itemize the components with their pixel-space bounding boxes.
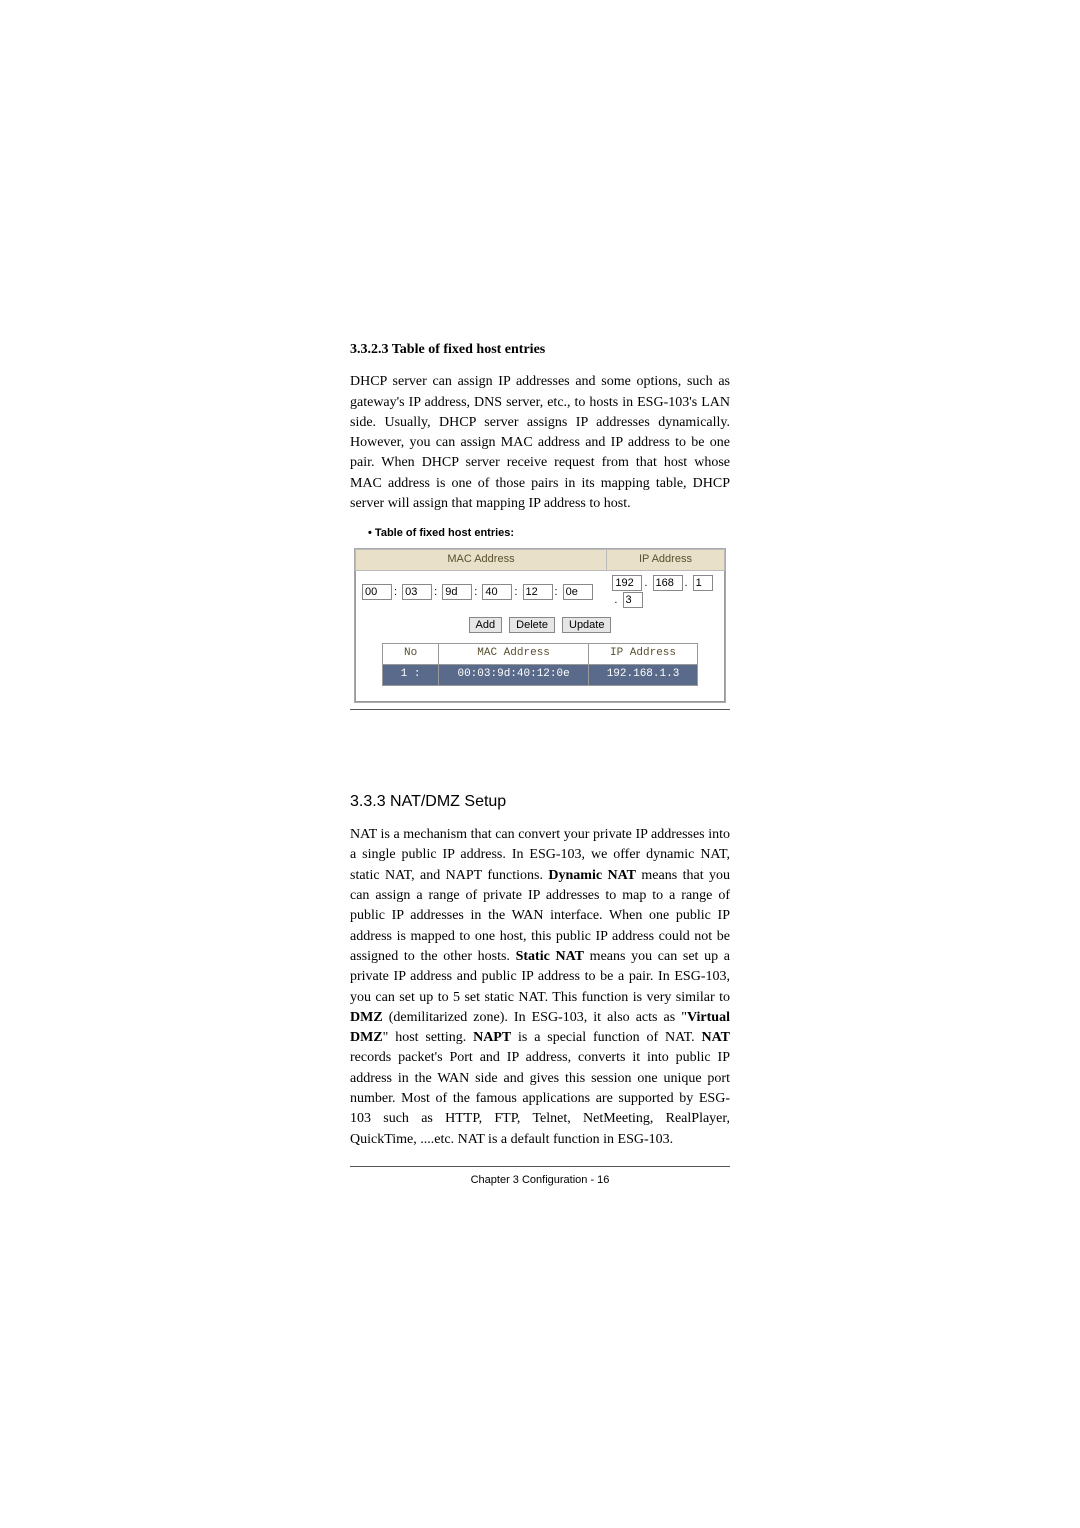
delete-button[interactable]: Delete — [509, 617, 555, 633]
colon: : — [394, 586, 397, 598]
bold-nat: NAT — [701, 1030, 730, 1045]
mac-ip-table: MAC Address IP Address : : : : : . . . — [355, 549, 725, 702]
section-para-2: NAT is a mechanism that can convert your… — [350, 825, 730, 1150]
mac-octet-2[interactable] — [402, 584, 432, 600]
bullet-fixed-host: Table of fixed host entries: — [368, 526, 730, 542]
button-row: Add Delete Update — [356, 613, 725, 638]
bold-dmz: DMZ — [350, 1010, 383, 1025]
section-heading-1: 3.3.2.3 Table of fixed host entries — [350, 340, 730, 360]
footer-divider — [350, 1166, 730, 1167]
section-para-1: DHCP server can assign IP addresses and … — [350, 372, 730, 514]
text: (demilitarized zone). In ESG-103, it als… — [383, 1010, 687, 1025]
page-footer: Chapter 3 Configuration - 16 — [350, 1173, 730, 1189]
ip-input-cell: . . . — [606, 571, 724, 613]
ip-octet-2[interactable] — [653, 575, 683, 591]
colon: : — [434, 586, 437, 598]
table-row: 1 : 00:03:9d:40:12:0e 192.168.1.3 — [382, 665, 698, 686]
mac-octet-1[interactable] — [362, 584, 392, 600]
row-mac: 00:03:9d:40:12:0e — [439, 665, 588, 686]
row-no: 1 : — [382, 665, 439, 686]
colon: : — [474, 586, 477, 598]
mac-input-cell: : : : : : — [356, 571, 607, 613]
inner-table-cell: No MAC Address IP Address 1 : 00:03:9d:4… — [356, 638, 725, 701]
ip-octet-1[interactable] — [612, 575, 642, 591]
entries-listing: No MAC Address IP Address 1 : 00:03:9d:4… — [382, 643, 699, 686]
listing-col-no: No — [382, 644, 439, 665]
bold-napt: NAPT — [473, 1030, 511, 1045]
dot: . — [644, 577, 647, 589]
listing-col-ip: IP Address — [588, 644, 698, 665]
host-entries-panel: MAC Address IP Address : : : : : . . . — [354, 548, 726, 703]
colon: : — [514, 586, 517, 598]
section-divider — [350, 709, 730, 710]
add-button[interactable]: Add — [469, 617, 503, 633]
dot: . — [614, 594, 617, 606]
ip-octet-3[interactable] — [693, 575, 713, 591]
text: records packet's Port and IP address, co… — [350, 1050, 730, 1146]
listing-col-mac: MAC Address — [439, 644, 588, 665]
mac-octet-3[interactable] — [442, 584, 472, 600]
mac-octet-6[interactable] — [563, 584, 593, 600]
text: " host setting. — [383, 1030, 473, 1045]
mac-octet-4[interactable] — [482, 584, 512, 600]
text: is a special function of NAT. — [511, 1030, 701, 1045]
mac-octet-5[interactable] — [523, 584, 553, 600]
ip-header: IP Address — [606, 550, 724, 571]
bold-dynamic-nat: Dynamic NAT — [548, 868, 636, 883]
row-ip: 192.168.1.3 — [588, 665, 698, 686]
ip-octet-4[interactable] — [623, 592, 643, 608]
colon: : — [555, 586, 558, 598]
bold-static-nat: Static NAT — [516, 949, 584, 964]
update-button[interactable]: Update — [562, 617, 611, 633]
dot: . — [685, 577, 688, 589]
mac-header: MAC Address — [356, 550, 607, 571]
section-heading-2: 3.3.3 NAT/DMZ Setup — [350, 790, 730, 813]
